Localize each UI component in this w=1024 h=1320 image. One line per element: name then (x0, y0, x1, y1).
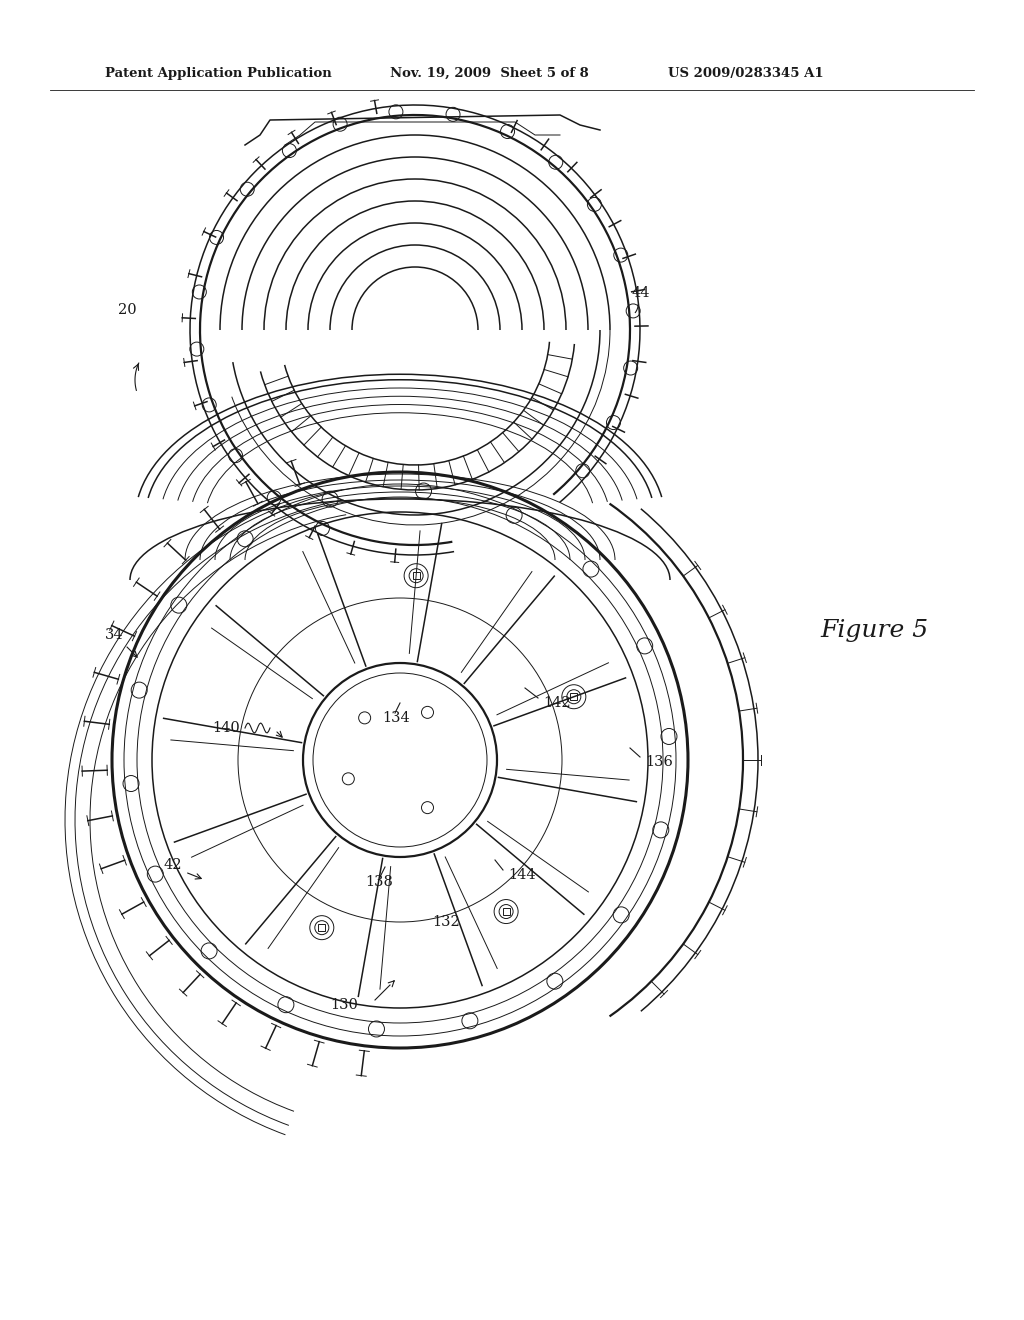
Text: 134: 134 (382, 711, 410, 725)
Text: 42: 42 (163, 858, 181, 873)
Text: 136: 136 (645, 755, 673, 770)
Bar (570, 693, 578, 700)
Bar (503, 908, 510, 915)
Text: 44: 44 (632, 286, 650, 300)
Text: 142: 142 (543, 696, 570, 710)
Text: 20: 20 (118, 304, 136, 317)
Text: Nov. 19, 2009  Sheet 5 of 8: Nov. 19, 2009 Sheet 5 of 8 (390, 66, 589, 79)
Bar (318, 924, 326, 931)
Text: 138: 138 (365, 875, 393, 888)
Text: 144: 144 (508, 869, 536, 882)
Text: US 2009/0283345 A1: US 2009/0283345 A1 (668, 66, 823, 79)
Text: Patent Application Publication: Patent Application Publication (105, 66, 332, 79)
Text: 132: 132 (432, 915, 460, 929)
Text: 34: 34 (105, 628, 124, 642)
Text: Figure 5: Figure 5 (820, 619, 928, 642)
Bar (413, 572, 420, 579)
Text: 140: 140 (212, 721, 240, 735)
Text: 130: 130 (330, 998, 357, 1012)
